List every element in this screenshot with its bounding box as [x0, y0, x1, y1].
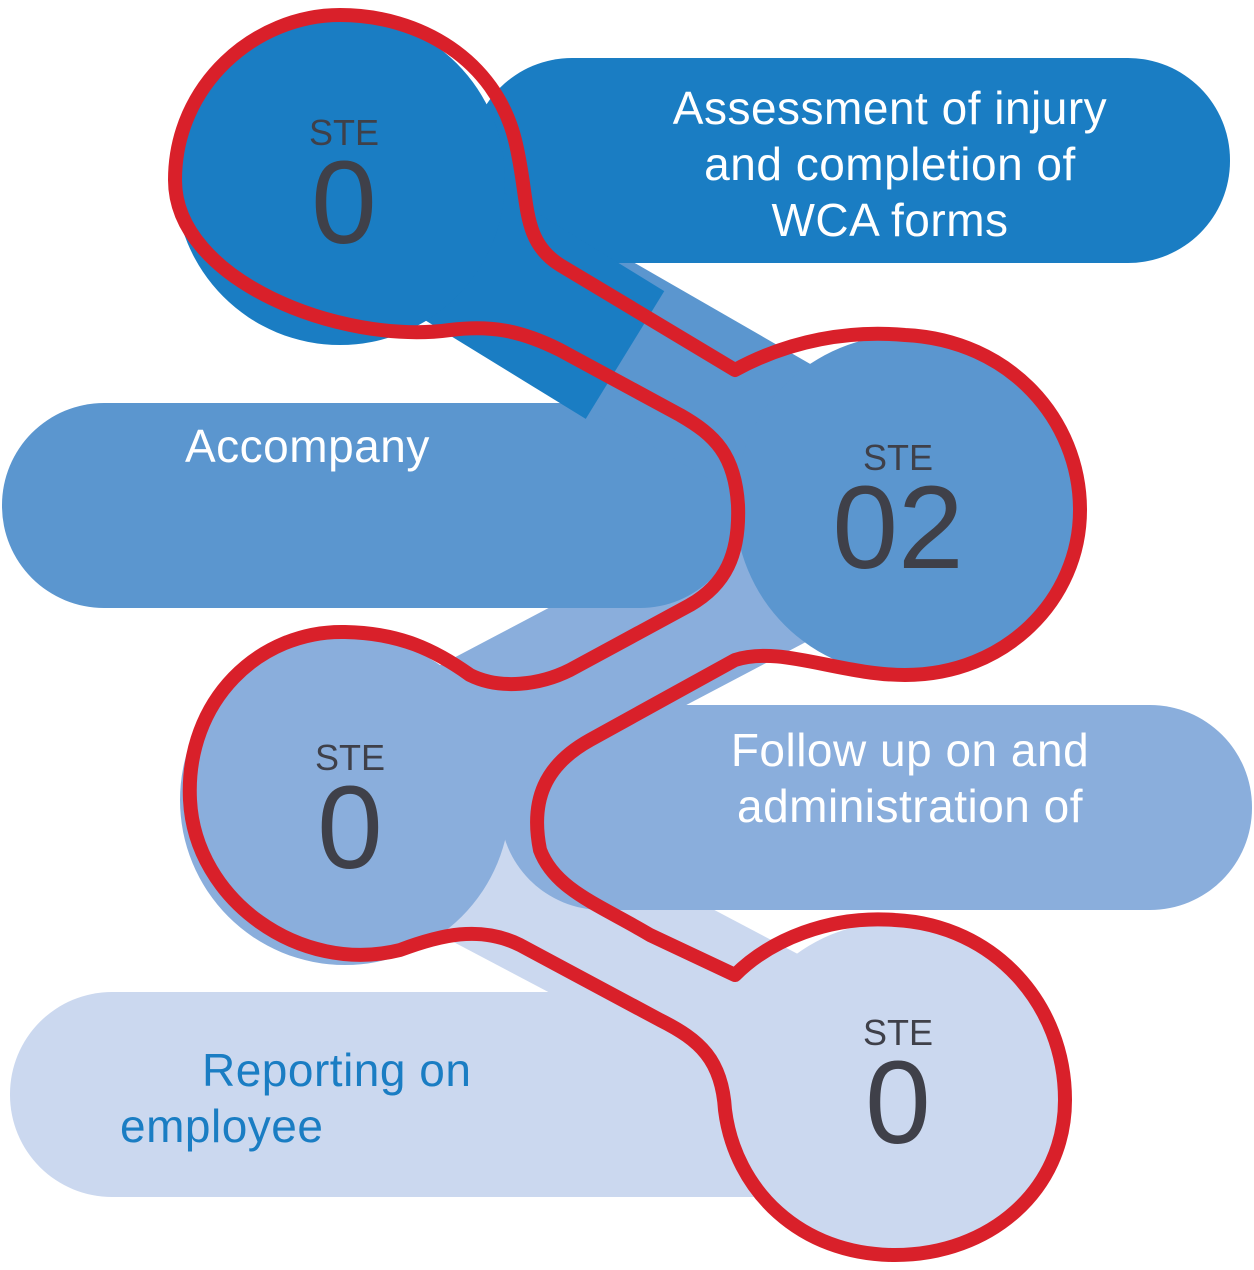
step-4-line-2: employee: [120, 1100, 324, 1152]
step-3-word: STE: [314, 737, 385, 778]
step-3-line-1: Follow up on and: [730, 724, 1090, 776]
step-2-circle: [735, 335, 1075, 675]
step-1-badge: STE 0: [244, 112, 444, 269]
step-4-line-1: Reporting on: [202, 1044, 472, 1096]
step-3-badge: STE 0: [250, 737, 450, 894]
step-3-description: Follow up on and administration of: [670, 722, 1150, 834]
step-2-number: 02: [832, 462, 964, 594]
step-1-line-3: WCA forms: [771, 194, 1009, 246]
step-3-pill: [500, 705, 1252, 910]
step-4-word: STE: [862, 1012, 933, 1053]
step-1-pill: [470, 58, 1230, 263]
step-3-circle: [180, 635, 510, 965]
step-3-line-2: administration of: [737, 780, 1083, 832]
step-2-badge: STE 02: [798, 437, 998, 594]
step-1-line-2: and completion of: [704, 138, 1076, 190]
step-1-word: STE: [308, 112, 379, 153]
step-1-number: 0: [311, 137, 377, 269]
step-4-description: Reporting on employee: [120, 1042, 620, 1154]
step-4-badge: STE 0: [798, 1012, 998, 1169]
red-outline: [168, 8, 1087, 1262]
step-4-circle: [727, 922, 1063, 1258]
step-3-number: 0: [317, 762, 383, 894]
step-1-description: Assessment of injury and completion of W…: [630, 80, 1150, 248]
step-1-circle: [175, 15, 505, 345]
step-1-line-1: Assessment of injury: [672, 82, 1108, 134]
step-4-number: 0: [865, 1037, 931, 1169]
step-2-description: Accompany: [185, 418, 585, 474]
step-2-pill: [2, 403, 742, 608]
step-2-line-1: Accompany: [185, 420, 430, 472]
step-2-word: STE: [862, 437, 933, 478]
